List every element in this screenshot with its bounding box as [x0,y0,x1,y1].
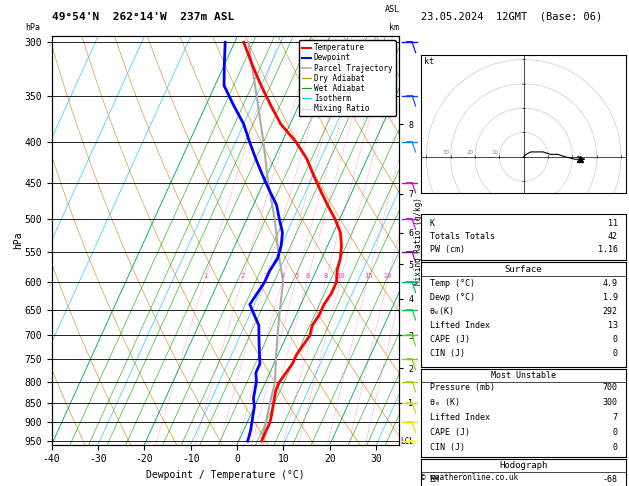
Text: Lifted Index: Lifted Index [430,413,489,422]
Text: CIN (J): CIN (J) [430,349,465,358]
Text: km: km [389,23,399,33]
Text: 1: 1 [203,273,207,279]
Text: 11: 11 [608,220,618,228]
Text: 10: 10 [491,150,498,156]
Text: ASL: ASL [384,5,399,14]
Text: © weatheronline.co.uk: © weatheronline.co.uk [421,473,518,482]
Text: 20: 20 [384,273,392,279]
Text: 300: 300 [603,398,618,407]
Text: 1.9: 1.9 [603,293,618,302]
Text: 7: 7 [613,413,618,422]
Text: 0: 0 [613,335,618,344]
Text: 4: 4 [281,273,285,279]
Text: 1.16: 1.16 [598,245,618,254]
Text: 42: 42 [608,232,618,242]
Text: 2: 2 [240,273,245,279]
Text: Lifted Index: Lifted Index [430,321,489,330]
Text: 23.05.2024  12GMT  (Base: 06): 23.05.2024 12GMT (Base: 06) [421,12,603,22]
Text: 292: 292 [603,307,618,316]
Text: θₑ(K): θₑ(K) [430,307,455,316]
Text: θₑ (K): θₑ (K) [430,398,460,407]
Text: Dewp (°C): Dewp (°C) [430,293,475,302]
Text: -68: -68 [603,475,618,484]
Text: Pressure (mb): Pressure (mb) [430,383,494,392]
Text: 8: 8 [324,273,328,279]
Text: CIN (J): CIN (J) [430,443,465,451]
Y-axis label: hPa: hPa [13,232,23,249]
Text: 700: 700 [603,383,618,392]
Text: Totals Totals: Totals Totals [430,232,494,242]
Text: Most Unstable: Most Unstable [491,371,556,380]
Text: 0: 0 [613,443,618,451]
Text: 6: 6 [306,273,310,279]
X-axis label: Dewpoint / Temperature (°C): Dewpoint / Temperature (°C) [146,470,305,480]
Text: K: K [430,220,435,228]
Legend: Temperature, Dewpoint, Parcel Trajectory, Dry Adiabat, Wet Adiabat, Isotherm, Mi: Temperature, Dewpoint, Parcel Trajectory… [299,40,396,116]
Text: PW (cm): PW (cm) [430,245,465,254]
Text: kt: kt [424,57,434,66]
Text: 15: 15 [364,273,372,279]
Text: CAPE (J): CAPE (J) [430,428,470,437]
Text: 0: 0 [613,428,618,437]
Text: 5: 5 [294,273,299,279]
Text: EH: EH [430,475,440,484]
Text: Surface: Surface [505,265,542,274]
Text: 30: 30 [442,150,449,156]
Text: Hodograph: Hodograph [499,461,548,470]
Text: 13: 13 [608,321,618,330]
Text: 49°54'N  262°14'W  237m ASL: 49°54'N 262°14'W 237m ASL [52,12,234,22]
Text: Mixing Ratio (g/kg): Mixing Ratio (g/kg) [414,197,423,284]
Text: 0: 0 [613,349,618,358]
Text: Temp (°C): Temp (°C) [430,279,475,288]
Text: 4.9: 4.9 [603,279,618,288]
Text: hPa: hPa [26,23,40,33]
Text: CAPE (J): CAPE (J) [430,335,470,344]
Text: 20: 20 [467,150,474,156]
Text: 3: 3 [264,273,268,279]
Text: LCL: LCL [400,436,414,446]
Text: 10: 10 [337,273,345,279]
